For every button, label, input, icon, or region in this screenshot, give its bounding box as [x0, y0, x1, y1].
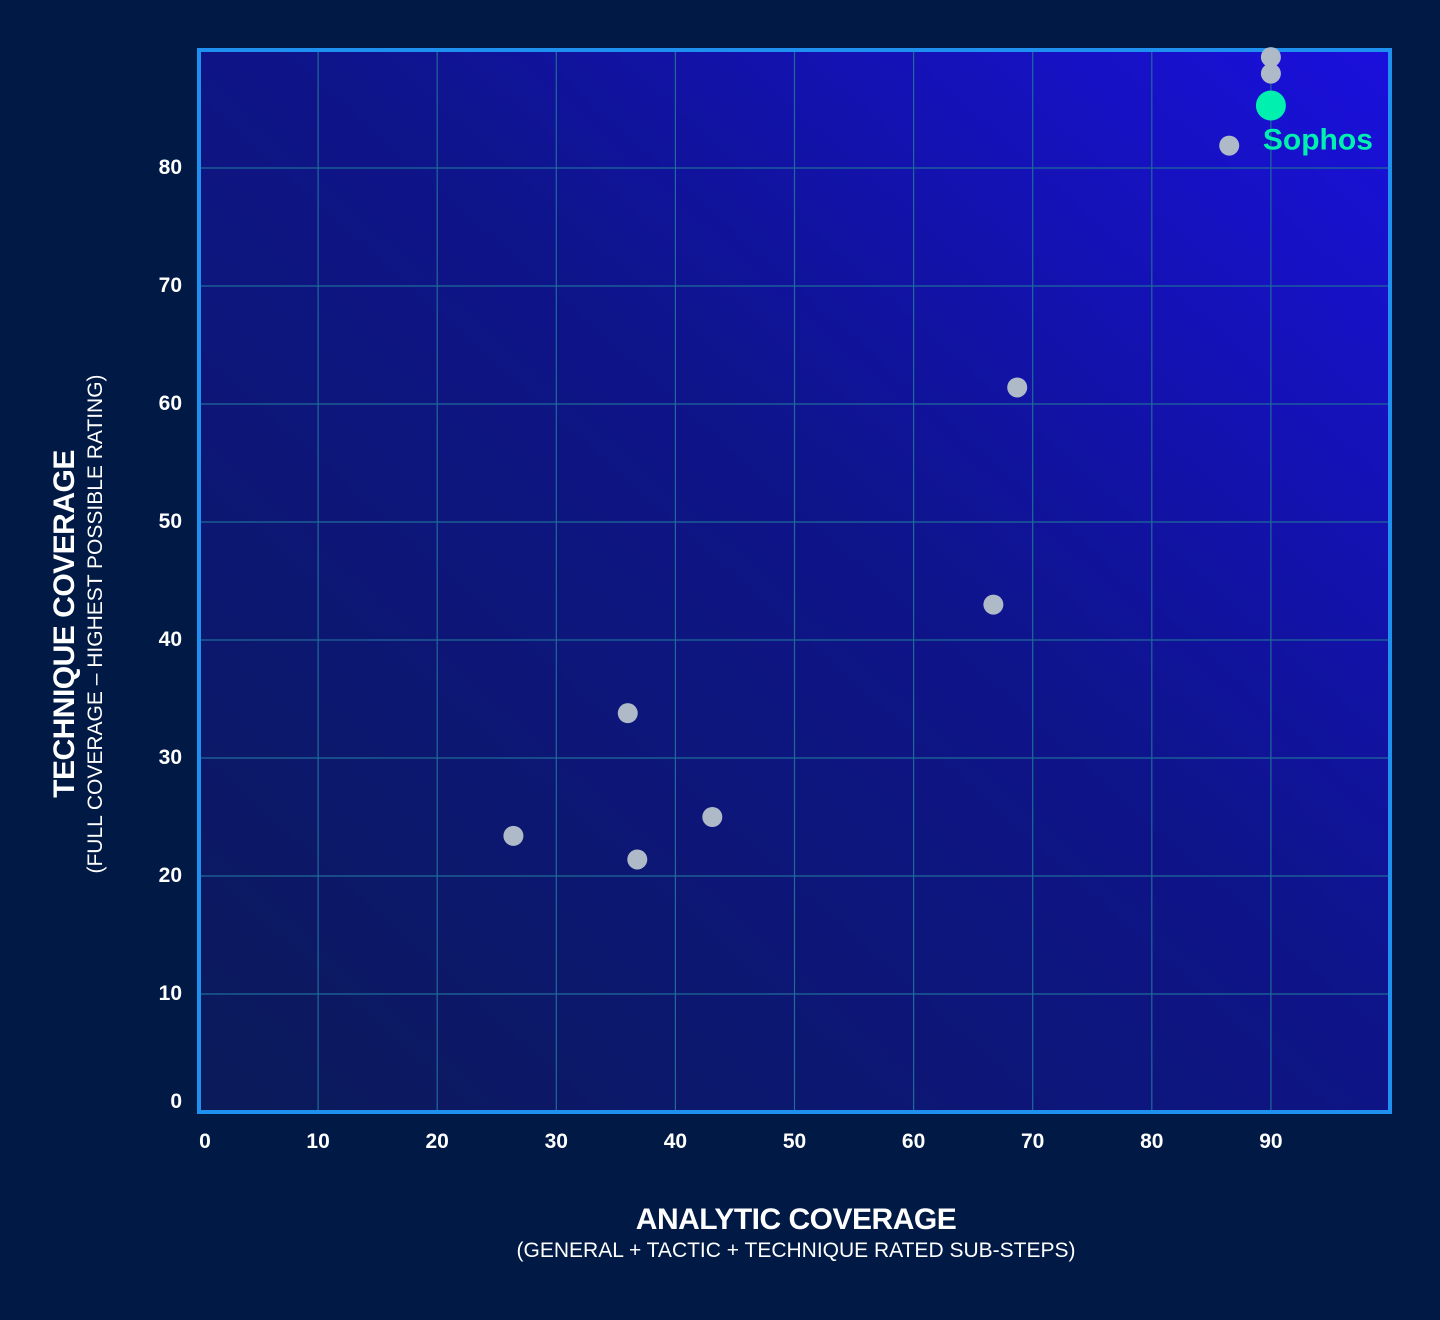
x-tick-label: 40	[663, 1130, 688, 1153]
data-point	[503, 825, 524, 846]
y-axis-subtitle: (FULL COVERAGE – HIGHEST POSSIBLE RATING…	[84, 374, 107, 874]
highlight-point-sophos	[1255, 90, 1286, 121]
data-point	[1219, 135, 1240, 156]
y-tick-label: 10	[158, 982, 182, 1005]
y-tick-label: 30	[158, 746, 182, 769]
y-axis-label: TECHNIQUE COVERAGE (FULL COVERAGE – HIGH…	[48, 374, 108, 873]
x-tick-label: 50	[782, 1130, 807, 1153]
x-tick-label: 70	[1021, 1130, 1045, 1153]
y-tick-label: 0	[170, 1090, 182, 1113]
data-point	[1260, 47, 1281, 68]
x-tick-label: 20	[425, 1130, 449, 1153]
points: Sophos	[503, 47, 1373, 870]
data-point	[617, 703, 638, 724]
y-tick-label: 40	[158, 628, 182, 651]
x-axis-title: ANALYTIC COVERAGE	[635, 1203, 957, 1236]
x-axis-subtitle: (GENERAL + TACTIC + TECHNIQUE RATED SUB-…	[516, 1239, 1076, 1262]
x-tick-label: 30	[544, 1130, 568, 1153]
plot-border	[197, 48, 1392, 1114]
grid	[199, 50, 1390, 1112]
x-tick-label: 60	[901, 1130, 926, 1153]
y-tick-label: 80	[158, 156, 182, 179]
y-tick-label: 70	[158, 274, 182, 297]
x-tick-label: 10	[306, 1130, 330, 1153]
data-point	[1260, 63, 1281, 84]
x-axis-label: ANALYTIC COVERAGE (GENERAL + TACTIC + TE…	[517, 1203, 1076, 1263]
y-tick-label: 60	[158, 392, 182, 415]
data-point	[983, 594, 1004, 615]
highlight-label: Sophos	[1263, 123, 1373, 156]
y-tick-label: 20	[158, 864, 182, 887]
x-tick-label: 90	[1259, 1130, 1283, 1153]
y-axis-title: TECHNIQUE COVERAGE	[48, 450, 81, 798]
x-tick-label: 80	[1140, 1130, 1164, 1153]
y-tick-label: 50	[158, 510, 182, 533]
data-point	[702, 807, 723, 827]
data-point	[627, 849, 648, 870]
x-tick-label: 0	[199, 1130, 211, 1153]
data-point	[1007, 377, 1028, 398]
